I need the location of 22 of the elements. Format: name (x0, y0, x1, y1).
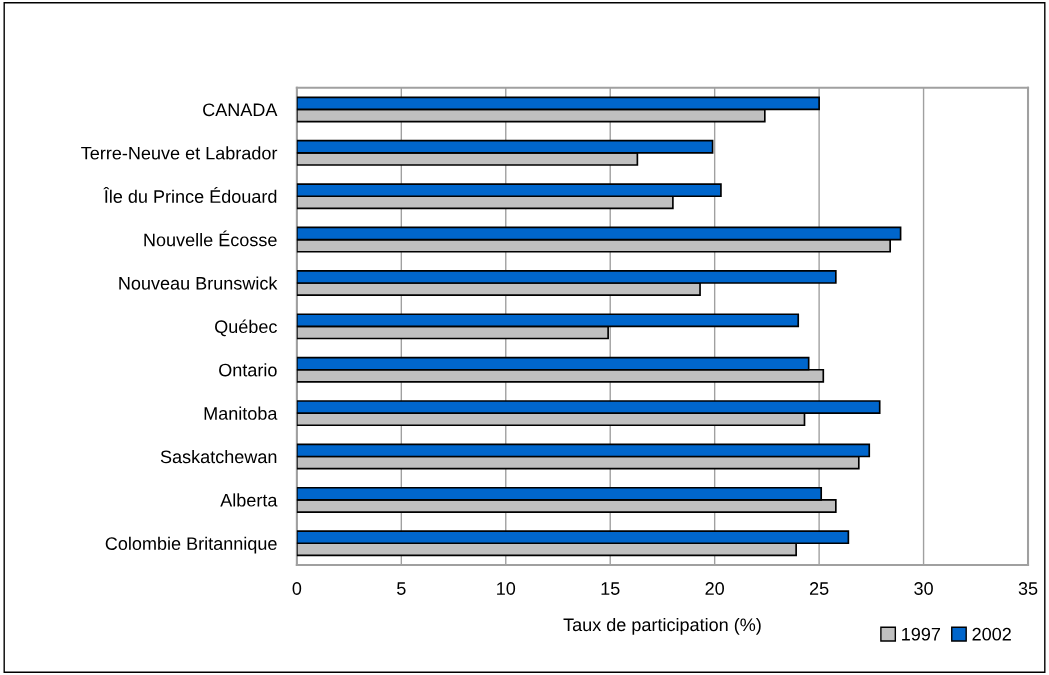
y-tick-label: Alberta (220, 493, 278, 507)
y-tick-label: Nouveau Brunswick (119, 276, 278, 290)
legend-label: 2002 (972, 627, 1011, 641)
y-tick-label: Manitoba (204, 406, 278, 420)
x-tick-label: 10 (497, 582, 516, 595)
y-tick-label: Ontario (219, 363, 277, 377)
x-tick-label: 30 (914, 582, 933, 595)
x-tick-label: 15 (601, 582, 620, 595)
x-tick-label: 25 (809, 582, 829, 595)
y-tick-label: Québec (215, 319, 277, 337)
y-tick-label: Île du Prince Édouard (103, 186, 277, 203)
x-tick-label: 0 (292, 582, 302, 595)
y-tick-label: Colombie Britannique (105, 536, 277, 554)
y-tick-label: Terre-Neuve et Labrador (81, 146, 278, 160)
y-tick-label: Nouvelle Écosse (144, 230, 277, 247)
x-tick-label: 20 (705, 582, 725, 595)
y-tick-label: Saskatchewan (160, 449, 277, 464)
y-tick-label: CANADA (203, 103, 278, 117)
legend-label: 1997 (902, 627, 941, 641)
x-tick-label: 35 (1018, 582, 1038, 595)
x-axis-title: Taux de participation (%) (563, 617, 761, 635)
x-tick-label: 5 (397, 582, 406, 595)
